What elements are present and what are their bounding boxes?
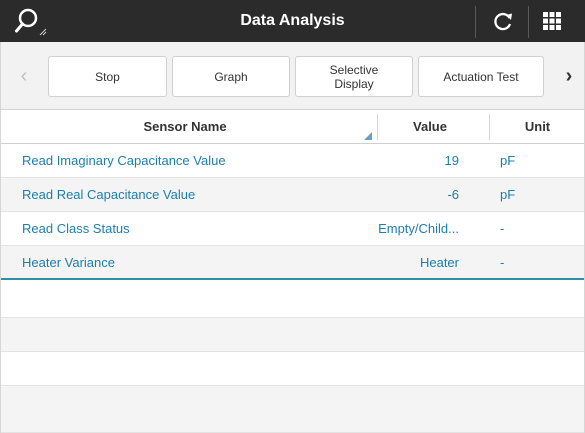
unit-cell: pF bbox=[500, 187, 516, 202]
title-divider bbox=[528, 6, 529, 38]
table-row[interactable]: Read Class Status Empty/Child... - bbox=[0, 212, 585, 246]
search-icon[interactable] bbox=[14, 6, 48, 38]
value-cell: Empty/Child... bbox=[378, 221, 459, 236]
chevron-left-icon[interactable]: ‹ bbox=[20, 65, 28, 87]
table-header: Sensor Name Value Unit bbox=[0, 110, 585, 144]
sensor-name-cell: Read Class Status bbox=[22, 221, 130, 236]
page-title: Data Analysis bbox=[240, 12, 345, 29]
unit-cell: pF bbox=[500, 153, 516, 168]
chevron-right-icon[interactable]: › bbox=[565, 65, 573, 87]
title-divider bbox=[475, 6, 476, 38]
column-divider bbox=[377, 114, 378, 140]
value-cell: -6 bbox=[447, 187, 459, 202]
unit-cell: - bbox=[500, 255, 505, 270]
actuation-test-button-label: Actuation Test bbox=[443, 69, 519, 84]
sensor-name-cell: Read Real Capacitance Value bbox=[22, 187, 196, 202]
column-header-unit[interactable]: Unit bbox=[524, 119, 551, 134]
graph-button[interactable]: Graph bbox=[172, 56, 290, 97]
grid-icon[interactable] bbox=[542, 11, 562, 31]
stop-button-label: Stop bbox=[95, 69, 120, 84]
sensor-name-cell: Read Imaginary Capacitance Value bbox=[22, 153, 226, 168]
selective-display-button-label: Selective Display bbox=[329, 62, 379, 91]
empty-row bbox=[0, 386, 585, 433]
column-resize-handle[interactable] bbox=[364, 132, 372, 140]
table-row[interactable]: Read Real Capacitance Value -6 pF bbox=[0, 178, 585, 212]
title-bar: Data Analysis bbox=[0, 0, 585, 42]
toolbar: ‹ Stop Graph Selective Display Actuation… bbox=[0, 42, 585, 110]
table-row[interactable]: Heater Variance Heater - bbox=[0, 246, 585, 280]
table-row[interactable]: Read Imaginary Capacitance Value 19 pF bbox=[0, 144, 585, 178]
graph-button-label: Graph bbox=[214, 69, 248, 84]
value-cell: 19 bbox=[444, 153, 459, 168]
column-header-sensor-name[interactable]: Sensor Name bbox=[143, 119, 227, 134]
column-divider bbox=[489, 114, 490, 140]
empty-row bbox=[0, 318, 585, 352]
unit-cell: - bbox=[500, 221, 505, 236]
empty-row bbox=[0, 352, 585, 386]
selective-display-button[interactable]: Selective Display bbox=[295, 56, 413, 97]
refresh-icon[interactable] bbox=[490, 9, 516, 35]
column-header-value[interactable]: Value bbox=[413, 119, 447, 134]
actuation-test-button[interactable]: Actuation Test bbox=[418, 56, 544, 97]
empty-row bbox=[0, 284, 585, 318]
stop-button[interactable]: Stop bbox=[48, 56, 167, 97]
value-cell: Heater bbox=[419, 255, 459, 270]
sensor-name-cell: Heater Variance bbox=[22, 255, 115, 270]
